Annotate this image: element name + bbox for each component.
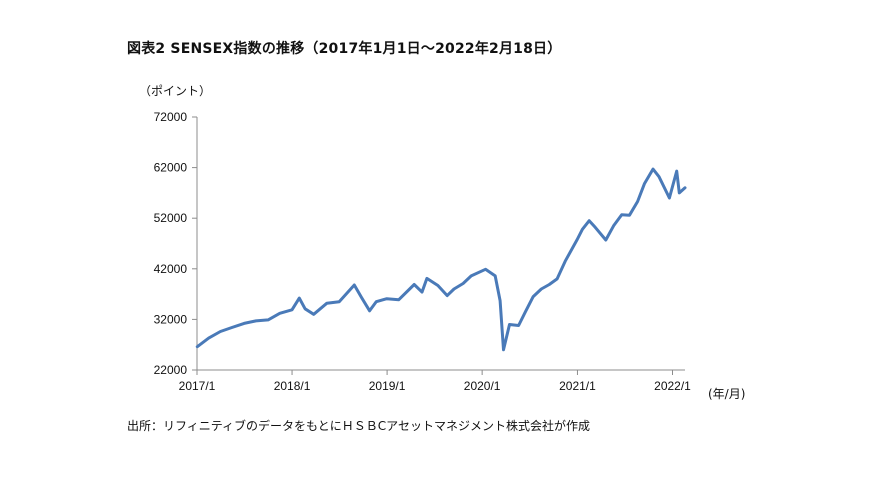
- source-note: 出所：リフィニティブのデータをもとにＨＳＢCアセットマネジメント株式会社が作成: [127, 419, 590, 433]
- chart-title: 図表2 SENSEX指数の推移（2017年1月1日～2022年2月18日）: [127, 41, 562, 57]
- chart-series: [195, 167, 687, 352]
- y-tick-label: 72000: [154, 110, 188, 124]
- y-tick-label: 62000: [154, 161, 188, 175]
- y-tick-label: 22000: [154, 363, 188, 377]
- chart-axes: [196, 117, 685, 371]
- x-axis-unit-label: (年/月): [708, 387, 746, 401]
- chart-ticks: 22000 32000 42000 52000 62000 72000 2017/1 2018…: [154, 110, 692, 393]
- x-tick-label: 2021/1: [559, 379, 596, 393]
- x-tick-label: 2017/1: [179, 379, 216, 393]
- y-tick-label: 52000: [154, 211, 188, 225]
- x-tick-label: 2020/1: [464, 379, 501, 393]
- x-tick-label: 2018/1: [274, 379, 311, 393]
- x-tick-label: 2019/1: [369, 379, 406, 393]
- x-tick-label: 2022/1: [654, 379, 691, 393]
- sensex-series-line: [195, 167, 687, 352]
- y-axis-unit-label: （ポイント）: [139, 84, 212, 98]
- y-tick-label: 32000: [154, 312, 188, 326]
- y-tick-label: 42000: [154, 262, 188, 276]
